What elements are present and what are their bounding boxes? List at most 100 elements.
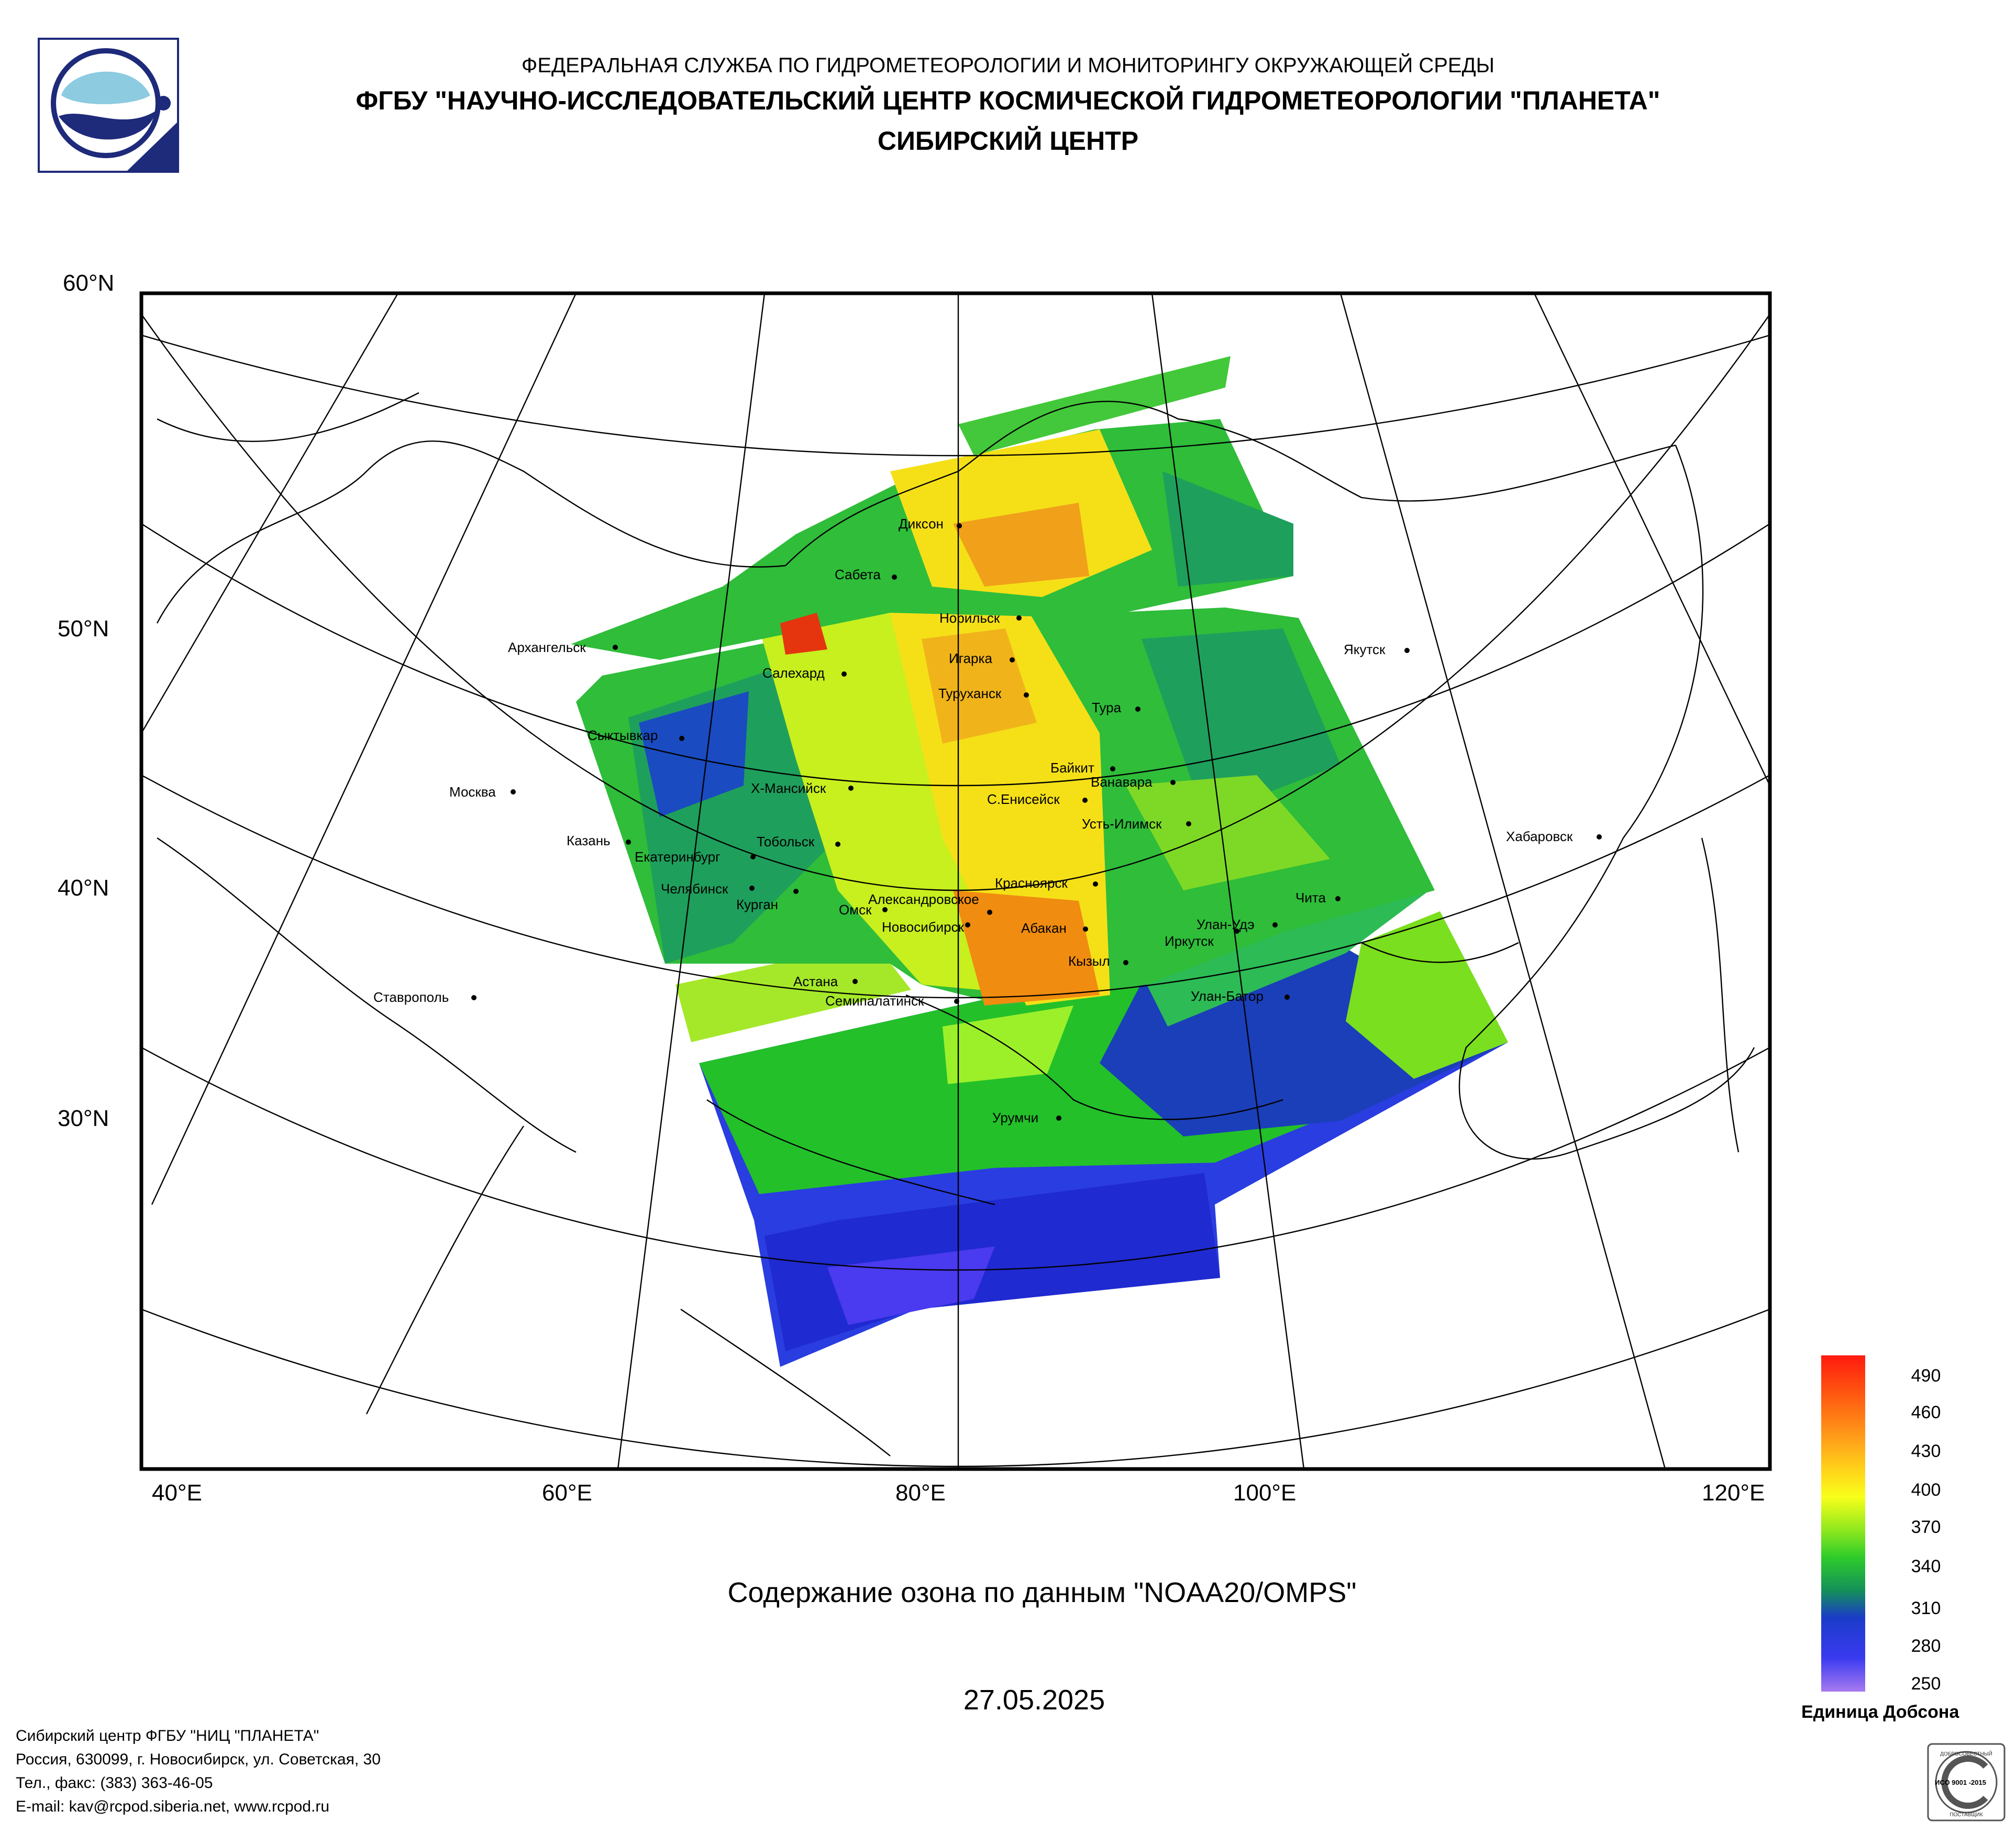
footer-address: Россия, 630099, г. Новосибирск, ул. Сове… — [16, 1751, 381, 1768]
city-label: Курган — [736, 897, 778, 912]
city-label: Якутск — [1344, 642, 1386, 657]
city-label: Омск — [839, 902, 872, 918]
city-label: Чита — [1295, 890, 1326, 906]
city-marker — [1135, 706, 1140, 712]
city-label: Семипалатинск — [825, 993, 924, 1009]
map-caption: Содержание озона по данным "NOAA20/OMPS" — [727, 1577, 1357, 1608]
city-label: Челябинск — [661, 881, 728, 897]
city-label: Норильск — [939, 610, 1000, 626]
city-marker — [793, 889, 799, 894]
city-marker — [852, 979, 858, 984]
city-marker — [1284, 995, 1290, 1000]
lon-label: 60°E — [542, 1480, 592, 1506]
planeta-logo — [38, 38, 179, 173]
city-label: Екатеринбург — [635, 849, 721, 865]
city-marker — [613, 645, 618, 650]
city-label: Тура — [1092, 700, 1122, 715]
colorbar-tick: 340 — [1911, 1556, 1941, 1576]
city-marker — [749, 886, 755, 891]
city-label: Абакан — [1021, 920, 1067, 936]
city-label: Туруханск — [938, 686, 1002, 701]
city-label: Х-Мансийск — [751, 780, 826, 796]
lat-label: 60°N — [63, 270, 114, 296]
graticule — [141, 293, 1770, 1469]
city-label: Красноярск — [995, 875, 1068, 891]
city-label: Хабаровск — [1506, 829, 1573, 844]
city-marker — [1234, 929, 1239, 934]
city-label: Сыктывкар — [588, 727, 658, 743]
city-marker — [965, 922, 970, 927]
city-marker — [835, 842, 840, 847]
city-label: Ванавара — [1091, 774, 1153, 790]
city-label: Усть-Илимск — [1082, 816, 1162, 832]
colorbar-tick: 490 — [1911, 1366, 1941, 1386]
city-marker — [1335, 896, 1341, 901]
city-label: Улан-Удэ — [1197, 916, 1255, 932]
lon-label: 100°E — [1233, 1480, 1296, 1506]
city-label: Тобольск — [757, 834, 815, 849]
ozone-swaths — [571, 356, 1508, 1367]
footer-org: Сибирский центр ФГБУ "НИЦ "ПЛАНЕТА" — [16, 1727, 319, 1744]
city-marker — [1056, 1116, 1061, 1121]
city-label: Казань — [567, 833, 611, 848]
city-marker — [841, 671, 847, 677]
city-label: Сабета — [835, 567, 881, 582]
lon-label: 80°E — [895, 1480, 946, 1506]
city-marker — [1010, 657, 1015, 662]
city-label: Улан-Батор — [1191, 988, 1264, 1004]
city-marker — [679, 736, 684, 741]
city-marker — [1123, 960, 1128, 965]
map-content — [141, 293, 1770, 1469]
footer-phone: Тел., факс: (383) 363-46-05 — [16, 1774, 213, 1792]
city-label: Байкит — [1050, 760, 1094, 776]
city-label: Ставрополь — [373, 989, 449, 1005]
city-marker — [1083, 926, 1088, 932]
city-marker — [1082, 798, 1088, 803]
city-label: Кызыл — [1068, 953, 1110, 969]
city-layer: Архангельск Сыктывкар Москва Казань Екатерин… — [373, 516, 1602, 1125]
city-marker — [1170, 780, 1176, 785]
ozone-colorbar — [1821, 1355, 1865, 1692]
city-label: Салехард — [762, 665, 825, 681]
map-frame — [139, 291, 1772, 1471]
city-marker — [1186, 821, 1191, 826]
city-label: Александровское — [868, 891, 979, 907]
lon-label: 120°E — [1702, 1480, 1765, 1506]
colorbar-tick: 280 — [1911, 1636, 1941, 1656]
city-label: Диксон — [899, 516, 944, 532]
colorbar-tick: 430 — [1911, 1441, 1941, 1461]
city-marker — [957, 523, 962, 528]
header-line-2: ФГБУ "НАУЧНО-ИССЛЕДОВАТЕЛЬСКИЙ ЦЕНТР КОС… — [356, 86, 1660, 115]
header-line-3: СИБИРСКИЙ ЦЕНТР — [877, 126, 1139, 156]
city-label: С.Енисейск — [987, 791, 1060, 807]
city-marker — [750, 854, 756, 859]
iso-badge-top: ДОБРОСОВЕСТНЫЙ — [1940, 1750, 1992, 1757]
city-marker — [511, 789, 516, 794]
city-marker — [1272, 922, 1278, 927]
city-marker — [892, 575, 897, 580]
city-marker — [848, 786, 854, 791]
map-date: 27.05.2025 — [963, 1684, 1105, 1716]
city-marker — [471, 995, 477, 1000]
iso-badge-center: ИСО 9001 -2015 — [1935, 1779, 1986, 1786]
iso-badge-bottom: ПОСТАВЩИК — [1949, 1812, 1983, 1818]
colorbar-tick: 460 — [1911, 1403, 1941, 1422]
lat-label: 40°N — [58, 875, 109, 901]
iso-9001-badge: ДОБРОСОВЕСТНЫЙ ИСО 9001 -2015 ПОСТАВЩИК — [1927, 1743, 2006, 1821]
coastlines — [156, 392, 1755, 1456]
lat-label: 30°N — [58, 1106, 109, 1131]
colorbar-tick: 400 — [1911, 1480, 1941, 1500]
city-marker — [1024, 692, 1029, 698]
city-label: Новосибирск — [882, 919, 965, 935]
colorbar-tick: 310 — [1911, 1598, 1941, 1618]
city-label: Москва — [449, 784, 496, 800]
city-label: Архангельск — [508, 639, 586, 655]
lon-label: 40°E — [152, 1480, 202, 1506]
city-marker — [1110, 766, 1115, 771]
city-label: Урумчи — [992, 1110, 1038, 1125]
colorbar-tick: 370 — [1911, 1517, 1941, 1537]
city-label: Иркутск — [1165, 933, 1214, 949]
footer-contacts: E-mail: kav@rcpod.siberia.net, www.rcpod… — [16, 1798, 330, 1815]
header-line-1: ФЕДЕРАЛЬНАЯ СЛУЖБА ПО ГИДРОМЕТЕОРОЛОГИИ … — [521, 54, 1495, 77]
